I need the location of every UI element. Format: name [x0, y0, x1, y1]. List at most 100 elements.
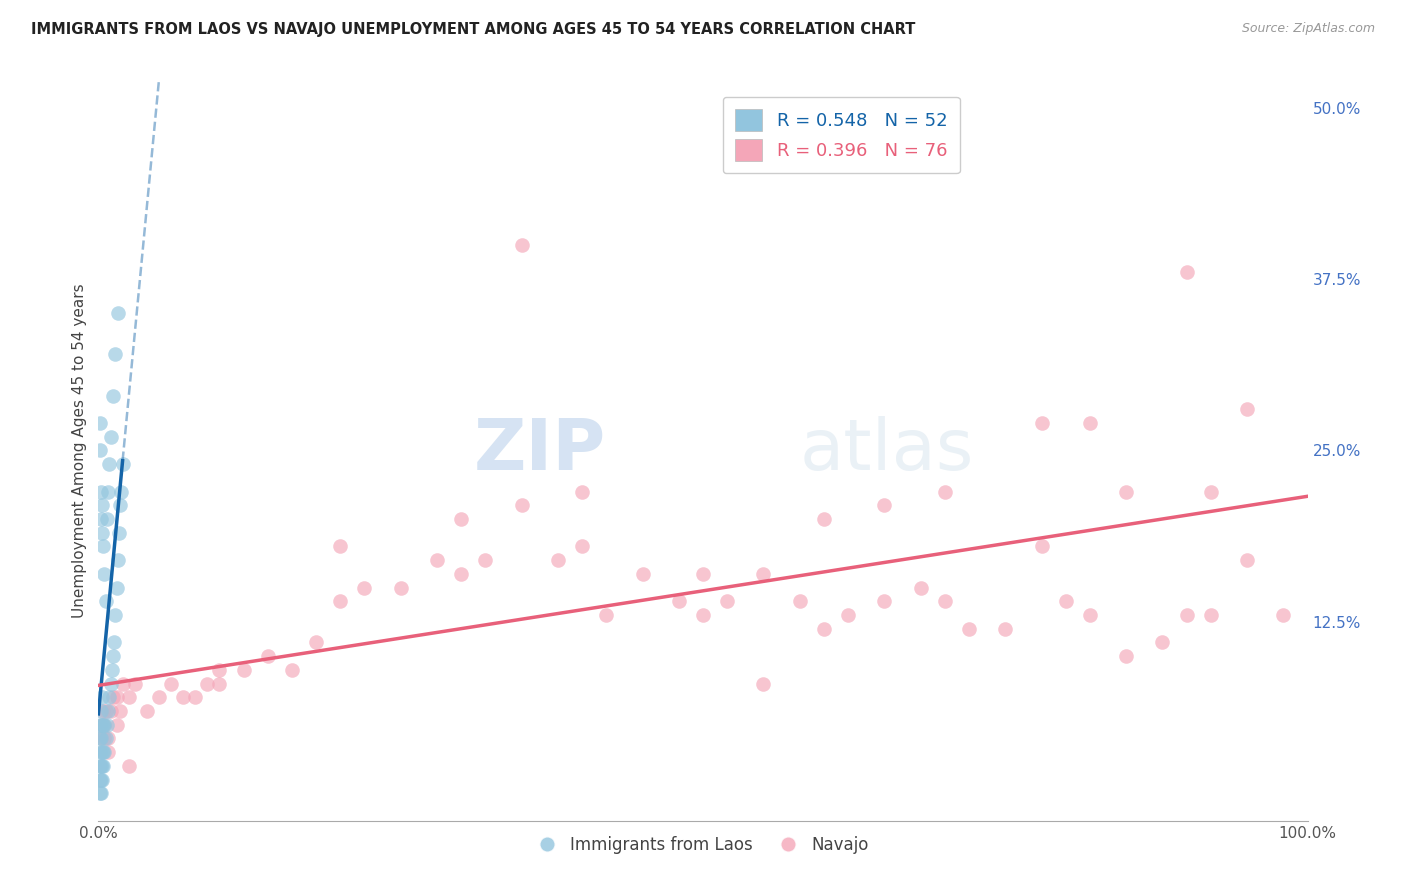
Point	[1272, 607, 1295, 622]
Point	[118, 759, 141, 773]
Point	[89, 772, 111, 787]
Point	[100, 704, 122, 718]
Point	[105, 581, 128, 595]
Point	[1199, 607, 1222, 622]
Point	[89, 759, 111, 773]
Point	[93, 717, 115, 731]
Point	[90, 484, 112, 499]
Point	[837, 607, 859, 622]
Point	[93, 717, 115, 731]
Point	[91, 540, 114, 554]
Point	[94, 704, 117, 718]
Point	[571, 540, 593, 554]
Point	[353, 581, 375, 595]
Point	[148, 690, 170, 705]
Point	[994, 622, 1017, 636]
Point	[1031, 416, 1053, 430]
Point	[135, 704, 157, 718]
Point	[256, 649, 278, 664]
Point	[90, 704, 112, 718]
Point	[957, 622, 980, 636]
Point	[93, 745, 115, 759]
Point	[329, 540, 352, 554]
Point	[94, 731, 117, 746]
Point	[98, 690, 121, 705]
Point	[752, 566, 775, 581]
Point	[389, 581, 412, 595]
Point	[97, 745, 120, 759]
Point	[96, 512, 118, 526]
Point	[813, 512, 835, 526]
Text: atlas: atlas	[800, 416, 974, 485]
Point	[510, 498, 533, 512]
Point	[474, 553, 496, 567]
Point	[1054, 594, 1077, 608]
Point	[668, 594, 690, 608]
Point	[91, 745, 114, 759]
Point	[1175, 265, 1198, 279]
Point	[208, 663, 231, 677]
Point	[91, 525, 114, 540]
Point	[1115, 484, 1137, 499]
Point	[91, 759, 114, 773]
Point	[89, 745, 111, 759]
Point	[100, 663, 122, 677]
Point	[716, 594, 738, 608]
Point	[1175, 607, 1198, 622]
Point	[450, 512, 472, 526]
Point	[107, 306, 129, 320]
Text: IMMIGRANTS FROM LAOS VS NAVAJO UNEMPLOYMENT AMONG AGES 45 TO 54 YEARS CORRELATIO: IMMIGRANTS FROM LAOS VS NAVAJO UNEMPLOYM…	[31, 22, 915, 37]
Point	[107, 553, 129, 567]
Point	[90, 786, 112, 800]
Point	[105, 717, 128, 731]
Point	[91, 717, 114, 731]
Point	[450, 566, 472, 581]
Point	[90, 772, 112, 787]
Point	[873, 498, 896, 512]
Point	[281, 663, 304, 677]
Point	[510, 237, 533, 252]
Point	[329, 594, 352, 608]
Point	[111, 676, 134, 690]
Point	[105, 690, 128, 705]
Point	[98, 457, 121, 471]
Point	[426, 553, 449, 567]
Point	[91, 498, 114, 512]
Point	[93, 566, 115, 581]
Point	[91, 745, 114, 759]
Point	[813, 622, 835, 636]
Point	[124, 676, 146, 690]
Point	[752, 676, 775, 690]
Point	[91, 690, 114, 705]
Point	[91, 704, 114, 718]
Point	[571, 484, 593, 499]
Point	[111, 457, 134, 471]
Point	[934, 594, 956, 608]
Point	[89, 416, 111, 430]
Point	[172, 690, 194, 705]
Point	[90, 512, 112, 526]
Text: ZIP: ZIP	[474, 416, 606, 485]
Point	[873, 594, 896, 608]
Point	[232, 663, 254, 677]
Point	[1078, 416, 1101, 430]
Point	[1236, 553, 1258, 567]
Text: Source: ZipAtlas.com: Source: ZipAtlas.com	[1241, 22, 1375, 36]
Point	[208, 676, 231, 690]
Point	[89, 717, 111, 731]
Point	[91, 772, 114, 787]
Point	[104, 607, 127, 622]
Point	[789, 594, 811, 608]
Point	[104, 347, 127, 361]
Point	[1199, 484, 1222, 499]
Point	[90, 759, 112, 773]
Point	[89, 786, 111, 800]
Point	[1031, 540, 1053, 554]
Point	[89, 443, 111, 458]
Y-axis label: Unemployment Among Ages 45 to 54 years: Unemployment Among Ages 45 to 54 years	[72, 283, 87, 618]
Point	[93, 731, 115, 746]
Point	[103, 635, 125, 649]
Point	[1236, 402, 1258, 417]
Point	[91, 759, 114, 773]
Point	[91, 717, 114, 731]
